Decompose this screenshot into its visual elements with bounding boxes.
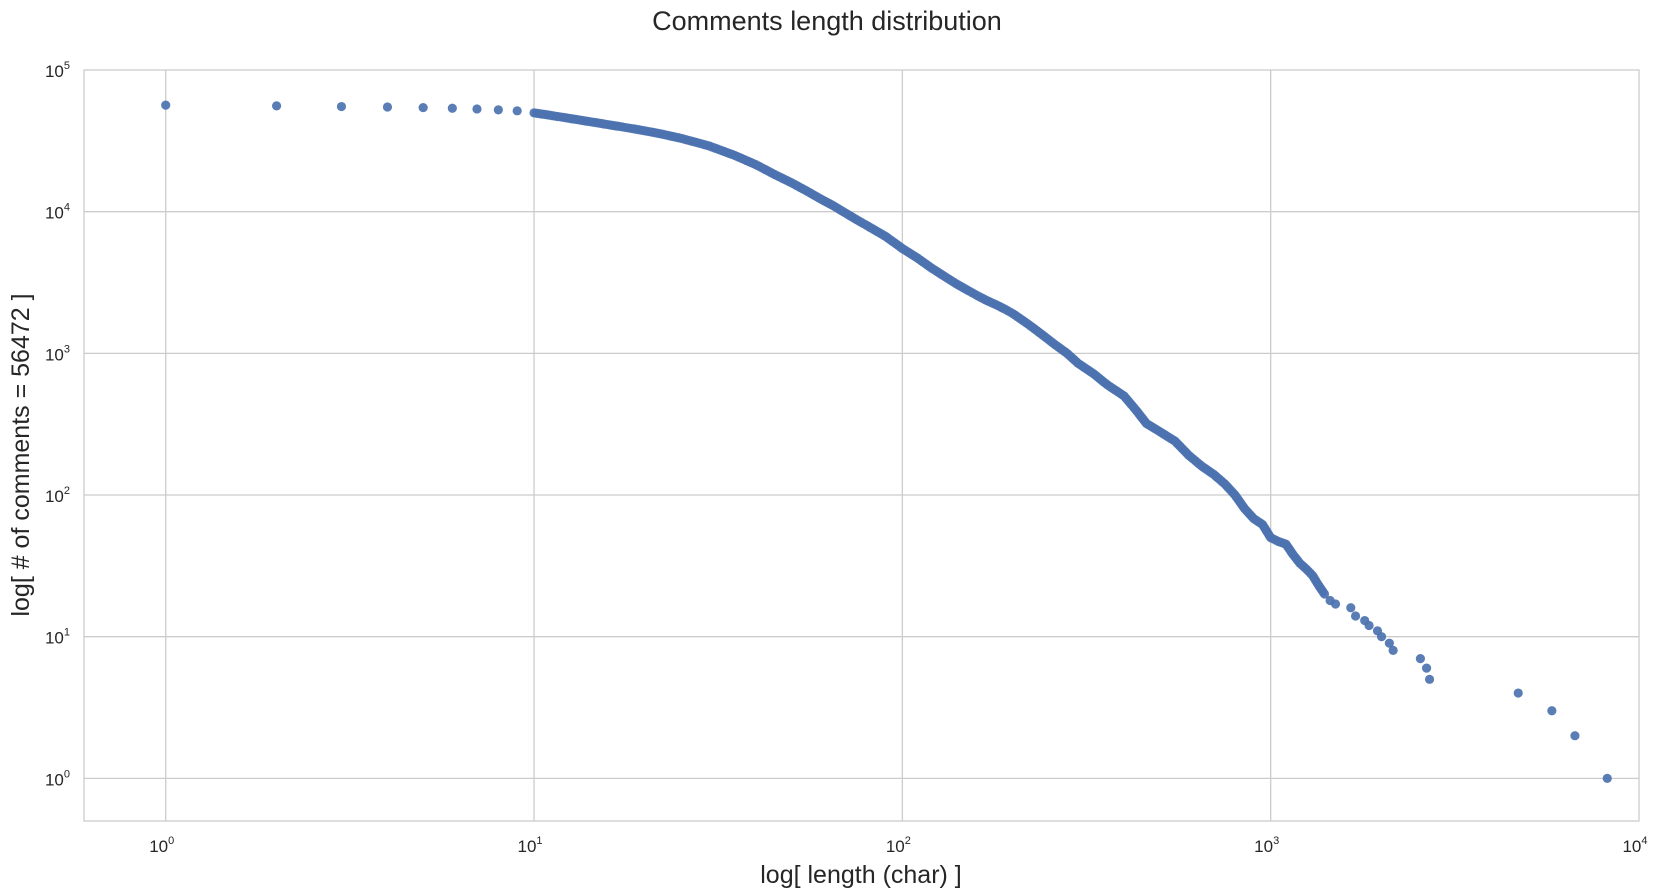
- data-point: [1330, 599, 1341, 609]
- x-tick-label: 102: [886, 835, 911, 856]
- y-tick-label: 104: [45, 202, 70, 223]
- data-point: [512, 106, 522, 116]
- x-tick-label-base: 10: [518, 837, 537, 856]
- y-tick-label-base: 10: [45, 629, 64, 648]
- data-point: [472, 104, 482, 114]
- x-tick-label-exponent: 2: [905, 835, 911, 847]
- y-axis-label: log[ # of comments = 56472 ]: [7, 293, 35, 616]
- data-point: [1388, 645, 1398, 656]
- x-tick-label-exponent: 1: [536, 835, 542, 847]
- x-axis-ticks: 100 101 102 103 104: [149, 835, 1647, 856]
- x-tick-label: 104: [1622, 835, 1647, 856]
- y-tick-label-exponent: 5: [64, 60, 70, 72]
- y-tick-label: 100: [45, 768, 70, 789]
- data-point: [1602, 773, 1612, 783]
- data-point: [1350, 611, 1361, 621]
- y-tick-label-exponent: 3: [64, 343, 70, 355]
- data-point: [336, 101, 347, 112]
- y-tick-label-base: 10: [45, 62, 64, 81]
- x-tick-label-base: 10: [1622, 837, 1641, 856]
- y-tick-label: 102: [45, 485, 70, 506]
- data-point: [1415, 654, 1426, 664]
- x-tick-label: 103: [1254, 835, 1279, 856]
- y-tick-label-base: 10: [45, 770, 64, 789]
- data-point: [1424, 674, 1435, 684]
- plot-frame: [83, 69, 1640, 822]
- data-point: [1319, 589, 1330, 599]
- data-point: [1570, 731, 1580, 741]
- x-tick-label-exponent: 0: [168, 835, 174, 847]
- chart-title: Comments length distribution: [652, 6, 1002, 36]
- x-tick-label-base: 10: [1254, 837, 1273, 856]
- data-point: [1346, 603, 1356, 613]
- x-tick-label-exponent: 3: [1273, 835, 1279, 847]
- y-tick-label: 101: [45, 627, 70, 648]
- data-point: [418, 102, 428, 113]
- data-point: [382, 102, 393, 112]
- y-tick-label-base: 10: [45, 487, 64, 506]
- data-points: [161, 100, 1612, 783]
- y-tick-label-base: 10: [45, 204, 64, 223]
- x-axis-label: log[ length (char) ]: [760, 861, 962, 889]
- y-tick-label-exponent: 0: [64, 768, 70, 780]
- x-tick-label-base: 10: [886, 837, 905, 856]
- data-point: [1513, 688, 1523, 698]
- data-point: [1364, 620, 1374, 631]
- data-point: [493, 105, 503, 115]
- data-point: [1376, 632, 1387, 642]
- x-tick-label-base: 10: [149, 837, 168, 856]
- data-point: [1384, 638, 1394, 648]
- data-point: [271, 101, 282, 111]
- data-point: [161, 100, 171, 110]
- y-tick-label-base: 10: [45, 345, 64, 364]
- x-tick-label: 100: [149, 835, 174, 856]
- y-tick-label-exponent: 1: [64, 627, 70, 639]
- data-point: [447, 103, 457, 113]
- grid-lines: [84, 70, 1639, 821]
- x-tick-label: 101: [518, 835, 543, 856]
- data-point: [1421, 663, 1432, 673]
- y-tick-label-exponent: 4: [64, 202, 70, 214]
- x-tick-label-exponent: 4: [1641, 835, 1647, 847]
- y-tick-label-exponent: 2: [64, 485, 70, 497]
- data-point: [1547, 706, 1557, 716]
- y-tick-label: 103: [45, 343, 70, 364]
- y-tick-label: 105: [45, 60, 70, 81]
